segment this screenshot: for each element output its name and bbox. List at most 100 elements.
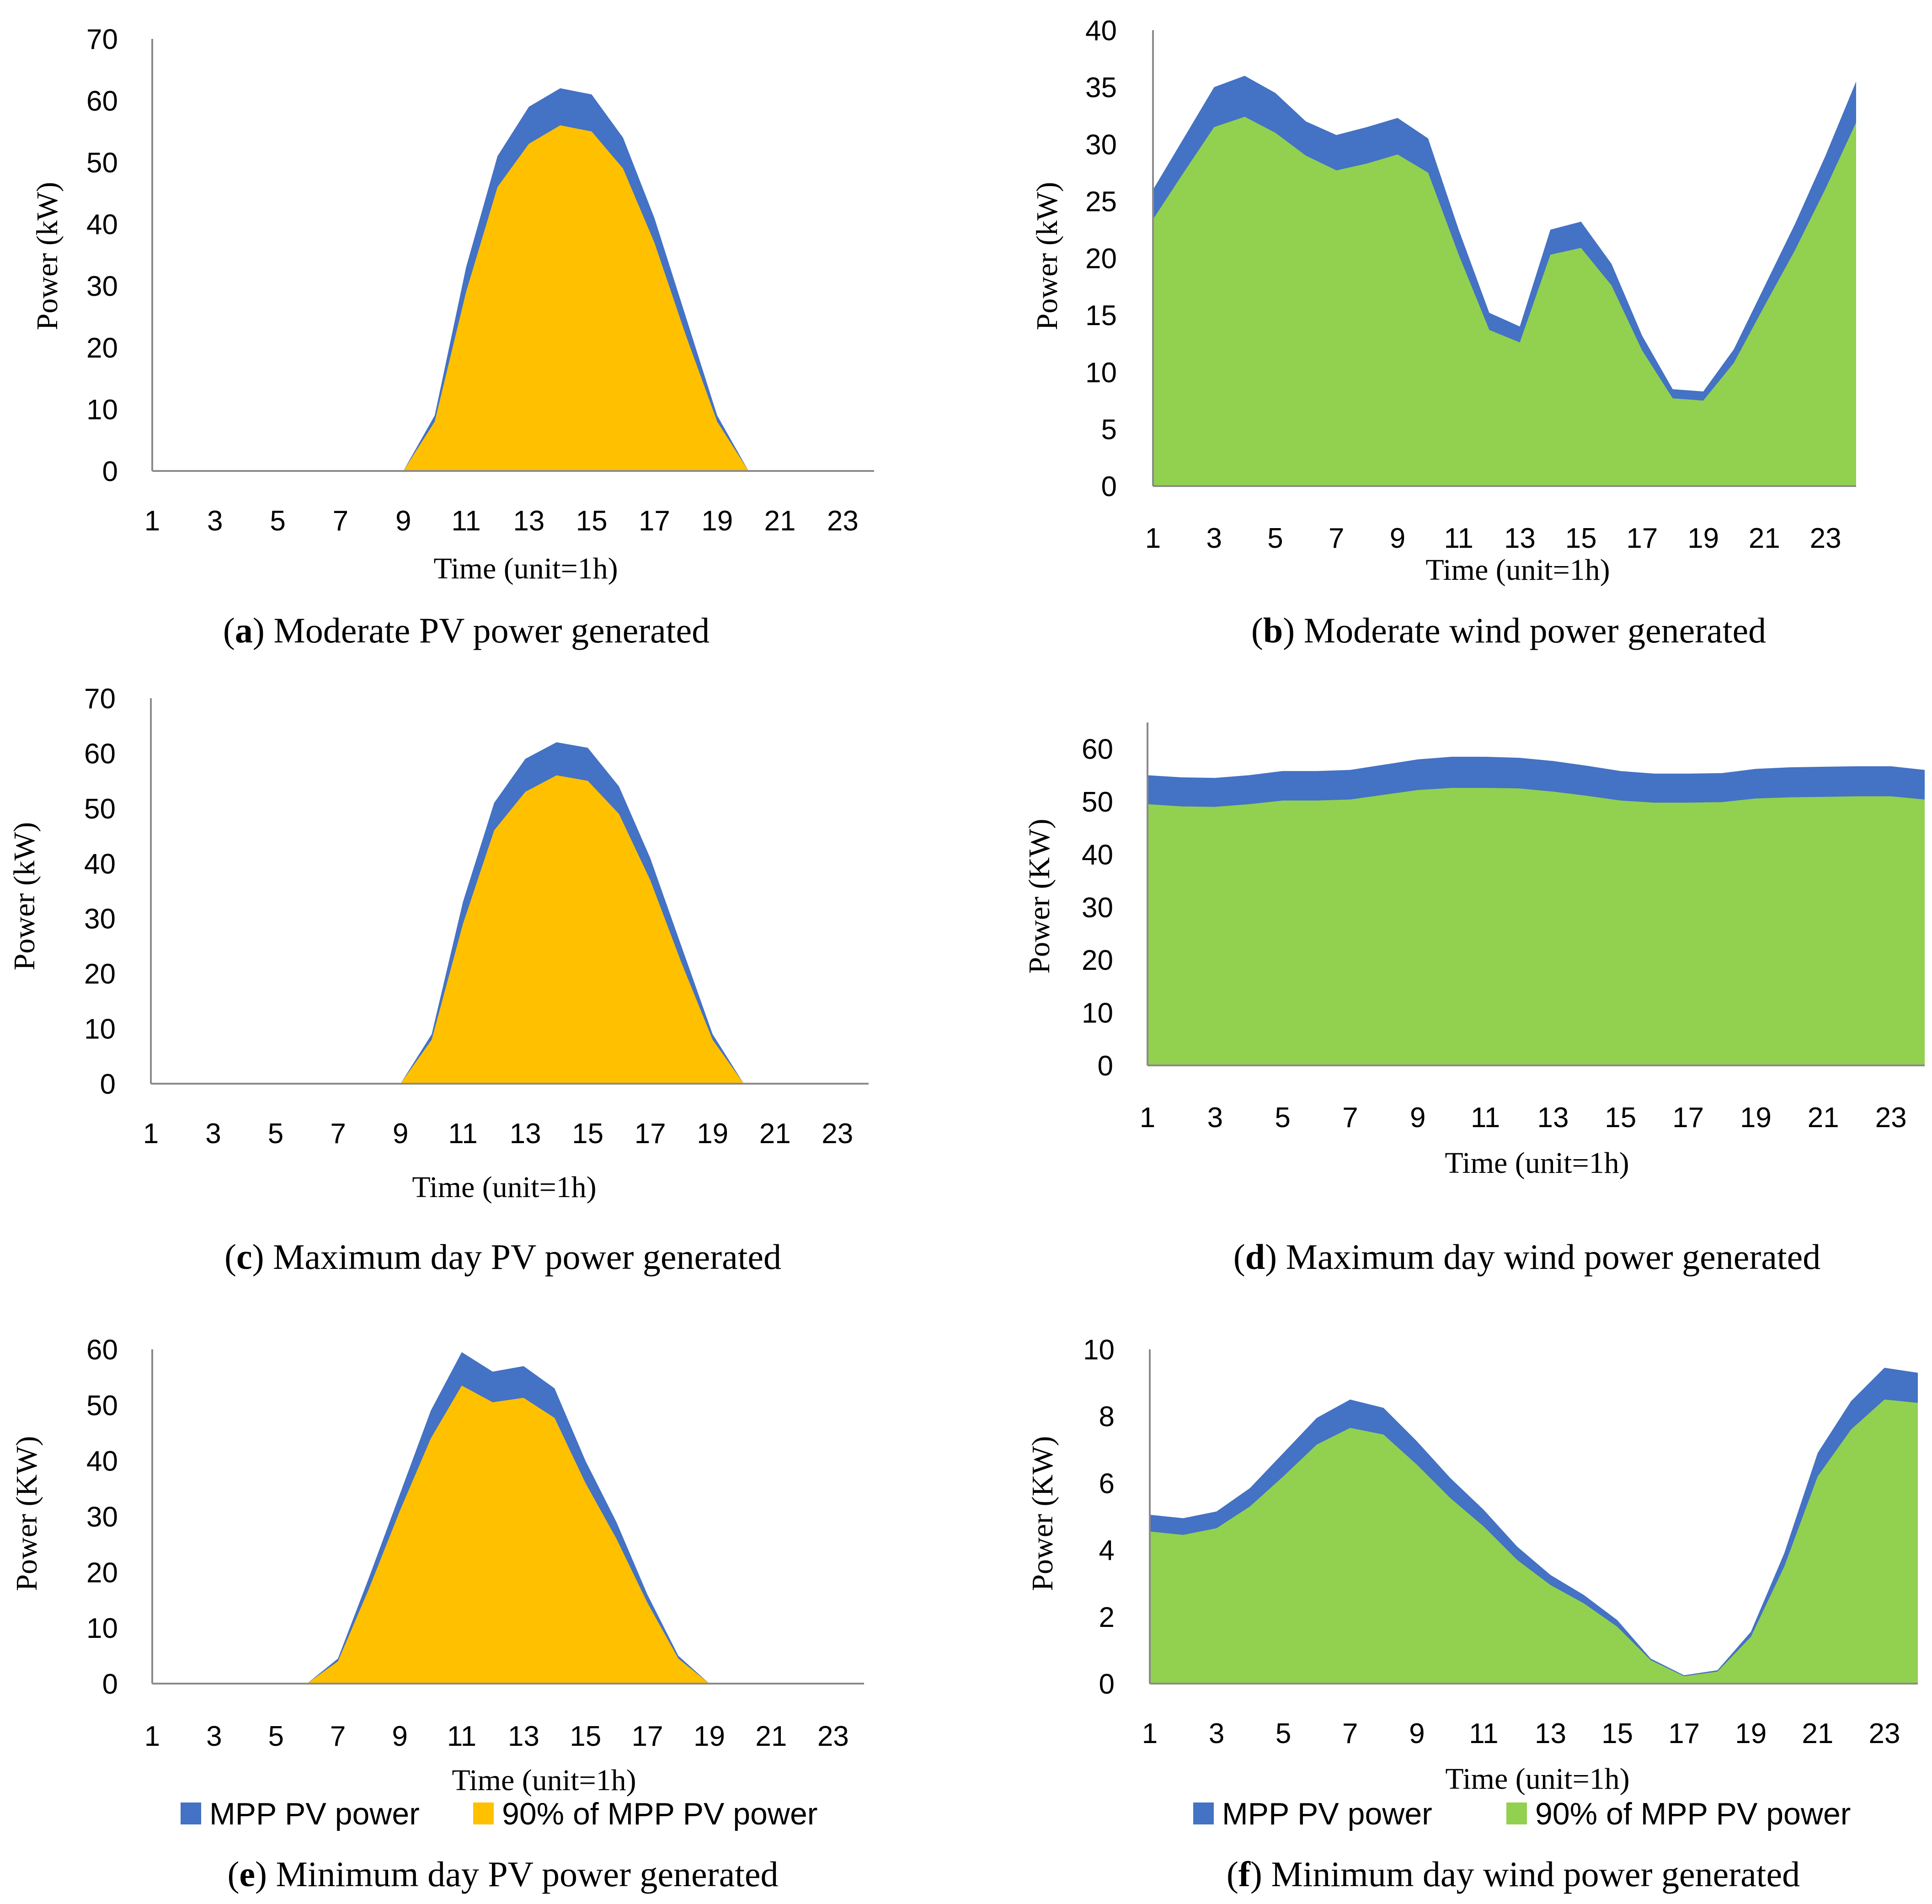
chart-d-ytick-label: 10 xyxy=(1082,998,1113,1029)
chart-c-xtick-label: 15 xyxy=(572,1118,603,1150)
chart-c-ytick-label: 60 xyxy=(84,738,116,770)
chart-c-ytick-label: 70 xyxy=(84,683,116,715)
chart-a-ytick-label: 40 xyxy=(86,209,118,241)
chart-a-xtick-label: 9 xyxy=(395,505,411,537)
chart-d-ytick-label: 30 xyxy=(1082,892,1113,924)
chart-a-xtick-label: 23 xyxy=(827,505,859,537)
chart-c-ytick-label: 40 xyxy=(84,848,116,880)
chart-b-xlabel: Time (unit=1h) xyxy=(1425,553,1610,587)
chart-c-ylabel: Power (kW) xyxy=(8,822,41,970)
legend-e-mpp-swatch xyxy=(181,1802,201,1824)
chart-d-xtick-label: 11 xyxy=(1471,1102,1500,1134)
chart-e-xtick-label: 5 xyxy=(268,1721,284,1752)
legend-f-ninety-swatch xyxy=(1506,1802,1527,1824)
chart-a-caption: (a) Moderate PV power generated xyxy=(223,610,710,650)
chart-c-xtick-label: 7 xyxy=(330,1118,346,1150)
chart-f-ytick-label: 10 xyxy=(1083,1334,1115,1366)
chart-d-xtick-label: 23 xyxy=(1875,1102,1907,1134)
chart-a-ytick-label: 70 xyxy=(86,24,118,55)
chart-f-xtick-label: 17 xyxy=(1668,1718,1700,1749)
legend-e-ninety-swatch xyxy=(473,1802,494,1824)
chart-e-series-ninety-area xyxy=(152,1385,864,1684)
chart-b-ytick-label: 15 xyxy=(1085,300,1117,332)
chart-e-xtick-label: 21 xyxy=(755,1721,787,1752)
chart-f-xlabel: Time (unit=1h) xyxy=(1445,1762,1629,1796)
chart-d-xtick-label: 3 xyxy=(1207,1102,1223,1134)
chart-c-xtick-label: 9 xyxy=(393,1118,408,1150)
chart-e-xlabel: Time (unit=1h) xyxy=(452,1764,636,1797)
chart-b-xtick-label: 21 xyxy=(1749,523,1780,554)
chart-c-xtick-label: 19 xyxy=(697,1118,728,1150)
chart-d-ytick-label: 60 xyxy=(1082,734,1113,765)
chart-c-ytick-label: 10 xyxy=(84,1014,116,1045)
chart-f-xtick-label: 1 xyxy=(1142,1718,1158,1749)
chart-b-ylabel: Power (kW) xyxy=(1030,182,1064,330)
chart-b-xtick-label: 5 xyxy=(1267,523,1283,554)
chart-c-xtick-label: 11 xyxy=(448,1118,477,1150)
chart-e-xtick-label: 7 xyxy=(330,1721,346,1752)
chart-a-ytick-label: 0 xyxy=(102,456,118,487)
chart-f-xtick-label: 11 xyxy=(1469,1718,1498,1749)
chart-b-xtick-label: 19 xyxy=(1687,523,1719,554)
chart-f-ytick-label: 0 xyxy=(1099,1669,1115,1700)
chart-e-xtick-label: 3 xyxy=(206,1721,222,1752)
chart-b-ytick-label: 5 xyxy=(1101,414,1117,445)
chart-c-xtick-label: 5 xyxy=(268,1118,283,1150)
chart-d-ytick-label: 40 xyxy=(1082,839,1113,871)
chart-b-ytick-label: 35 xyxy=(1085,72,1117,104)
chart-f-xtick-label: 13 xyxy=(1535,1718,1566,1749)
chart-e-ytick-label: 10 xyxy=(86,1613,118,1644)
chart-a-caption-text: Moderate PV power generated xyxy=(265,610,710,650)
chart-a-series-ninety-area xyxy=(152,125,874,471)
chart-e-caption-text: Minimum day PV power generated xyxy=(267,1854,779,1894)
chart-f-xtick-label: 7 xyxy=(1342,1718,1358,1749)
chart-e-xtick-label: 1 xyxy=(144,1721,160,1752)
chart-a-ytick-label: 10 xyxy=(86,394,118,426)
chart-b-caption-letter: b xyxy=(1263,610,1283,650)
chart-c-caption-letter: c xyxy=(236,1237,252,1277)
chart-d-xtick-label: 15 xyxy=(1605,1102,1636,1134)
chart-e-ytick-label: 0 xyxy=(102,1669,118,1700)
chart-f-ylabel: Power (KW) xyxy=(1026,1436,1059,1591)
chart-e-xtick-label: 9 xyxy=(392,1721,407,1752)
chart-a-xtick-label: 17 xyxy=(639,505,670,537)
chart-e-ytick-label: 30 xyxy=(86,1502,118,1533)
chart-b-caption: (b) Moderate wind power generated xyxy=(1251,610,1766,650)
chart-e-ytick-label: 50 xyxy=(86,1390,118,1422)
chart-d-ytick-label: 20 xyxy=(1082,945,1113,976)
chart-d-series-ninety-area xyxy=(1147,788,1925,1065)
chart-c-xtick-label: 1 xyxy=(143,1118,159,1150)
chart-a-xtick-label: 5 xyxy=(270,505,285,537)
chart-a-ytick-label: 60 xyxy=(86,86,118,117)
chart-f-xtick-label: 19 xyxy=(1735,1718,1767,1749)
chart-d-ytick-label: 50 xyxy=(1082,786,1113,818)
chart-d-caption-letter: d xyxy=(1245,1237,1265,1277)
chart-d-xtick-label: 9 xyxy=(1410,1102,1425,1134)
chart-a-xtick-label: 19 xyxy=(701,505,733,537)
chart-c-xtick-label: 13 xyxy=(510,1118,541,1150)
chart-f-xtick-label: 3 xyxy=(1209,1718,1224,1749)
chart-b-xtick-label: 9 xyxy=(1390,523,1405,554)
chart-b-ytick-label: 20 xyxy=(1085,243,1117,275)
chart-d-xtick-label: 5 xyxy=(1275,1102,1290,1134)
chart-f-xtick-label: 9 xyxy=(1409,1718,1425,1749)
chart-b-xtick-label: 11 xyxy=(1444,523,1473,554)
chart-f-ytick-label: 4 xyxy=(1099,1535,1115,1567)
chart-e-xtick-label: 17 xyxy=(632,1721,663,1752)
chart-c-caption-text: Maximum day PV power generated xyxy=(264,1237,781,1277)
legend-f-ninety-label: 90% of MPP PV power xyxy=(1535,1797,1851,1831)
chart-b-xtick-label: 23 xyxy=(1810,523,1841,554)
chart-d-xtick-label: 1 xyxy=(1140,1102,1155,1134)
chart-b-ytick-label: 25 xyxy=(1085,186,1117,218)
chart-b-caption-text: Moderate wind power generated xyxy=(1295,610,1766,650)
chart-e-ytick-label: 20 xyxy=(86,1557,118,1588)
